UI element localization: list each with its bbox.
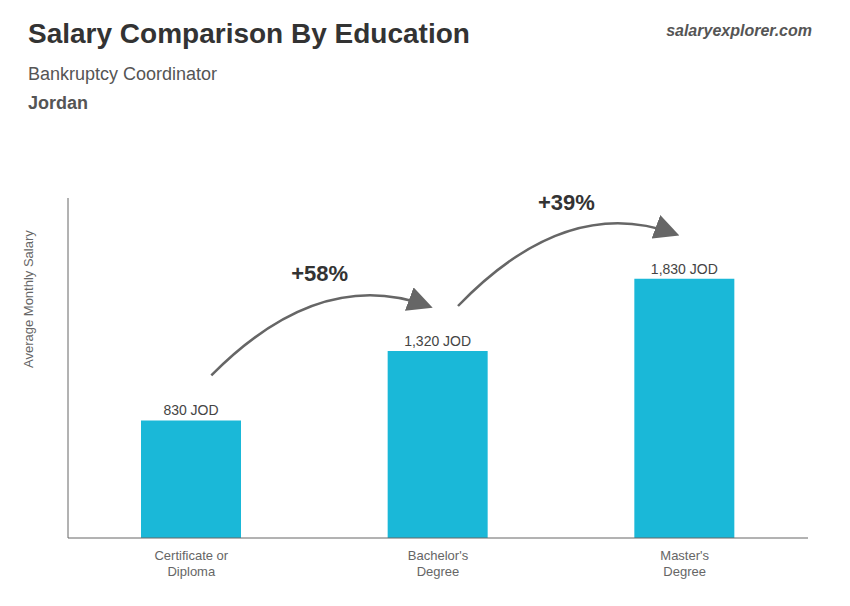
svg-text:1,830 JOD: 1,830 JOD — [651, 261, 718, 277]
svg-text:+39%: +39% — [538, 190, 595, 215]
svg-text:Certificate orDiploma: Certificate orDiploma — [154, 548, 228, 579]
svg-text:Bachelor'sDegree: Bachelor'sDegree — [408, 548, 469, 579]
svg-text:830 JOD: 830 JOD — [163, 402, 218, 418]
svg-text:Average Monthly Salary: Average Monthly Salary — [21, 230, 36, 368]
html-text:Jordan: Jordan — [28, 93, 88, 113]
svg-text:1,320 JOD: 1,320 JOD — [404, 333, 471, 349]
svg-text:Master'sDegree: Master'sDegree — [660, 548, 709, 579]
html-text:Salary Comparison By Education: Salary Comparison By Education — [28, 18, 470, 49]
html-text:salary explorer.com: salary explorer.com — [666, 22, 812, 39]
html-text:Bankruptcy Coordinator: Bankruptcy Coordinator — [28, 64, 218, 84]
svg-text:+58%: +58% — [291, 261, 348, 286]
